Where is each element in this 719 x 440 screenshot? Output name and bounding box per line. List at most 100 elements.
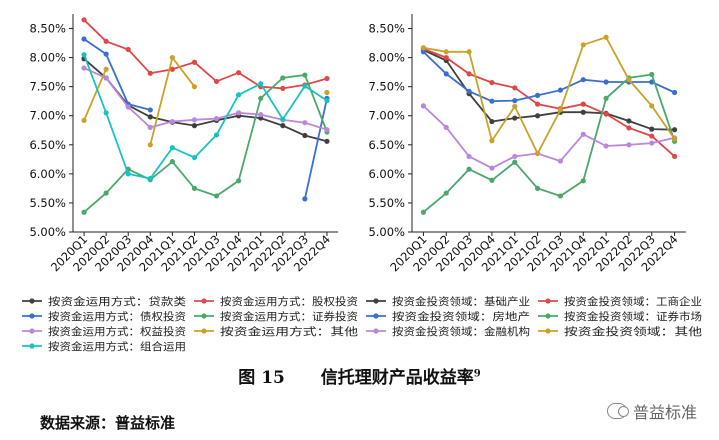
legend-swatch-marker: [29, 328, 35, 334]
watermark: 普益标准: [607, 399, 697, 423]
data-point: [580, 131, 586, 137]
data-point: [103, 190, 109, 196]
data-point: [512, 103, 518, 110]
data-point: [213, 132, 220, 138]
data-point: [443, 71, 449, 77]
data-point: [443, 55, 449, 61]
legend-swatch-marker: [373, 298, 379, 304]
data-point: [280, 116, 286, 122]
data-point: [125, 104, 131, 110]
data-point: [324, 127, 330, 133]
y-tick-label: 7.00%: [29, 109, 66, 123]
y-tick-label: 7.50%: [29, 80, 66, 94]
data-point: [649, 133, 655, 139]
figure-caption: 图 15 信托理财产品收益率9: [0, 363, 719, 388]
data-point: [103, 75, 109, 81]
caption-title: 信托理财产品收益率: [320, 368, 474, 388]
data-point: [236, 92, 242, 98]
legend-item: 按资金运用方式：贷款类: [22, 295, 187, 308]
data-point: [466, 153, 472, 160]
data-point: [443, 190, 449, 196]
legend-label: 按资金运用方式：贷款类: [48, 295, 187, 308]
legend-item: 按资金运用方式：证券投资: [194, 310, 358, 323]
data-point: [671, 89, 678, 96]
data-point: [489, 79, 495, 86]
legend-swatch-marker: [29, 343, 35, 349]
data-point: [512, 153, 518, 160]
data-point: [603, 34, 609, 40]
data-point: [302, 83, 308, 89]
data-point: [191, 117, 198, 123]
data-point: [169, 145, 175, 151]
data-point: [302, 72, 308, 78]
data-point: [81, 117, 87, 123]
data-point: [258, 95, 264, 101]
data-point: [236, 70, 242, 76]
data-point: [557, 87, 564, 93]
legend-item: 按资金投资领域：其他: [538, 325, 703, 338]
data-point: [147, 114, 153, 120]
legend-label: 按资金投资领域：证券市场: [564, 310, 702, 323]
legend-label: 按资金运用方式：债权投资: [48, 310, 186, 323]
data-point: [557, 158, 564, 164]
legend-item: 按资金投资领域：房地产: [366, 310, 530, 323]
data-point: [466, 71, 472, 77]
data-point: [280, 123, 286, 129]
caption-label: 图 15: [238, 368, 285, 388]
data-point: [489, 138, 495, 144]
data-point: [213, 116, 220, 122]
data-point: [169, 66, 175, 72]
data-point: [534, 92, 541, 98]
series-line: [83, 74, 328, 213]
data-point: [603, 79, 609, 85]
data-point: [466, 166, 472, 172]
data-point: [626, 125, 632, 131]
data-point: [324, 138, 330, 144]
data-point: [534, 185, 541, 191]
data-point: [671, 153, 678, 160]
data-point: [534, 113, 541, 119]
data-point: [580, 42, 586, 48]
watermark-text: 普益标准: [633, 403, 698, 422]
legend-label: 按资金运用方式：组合运用: [48, 340, 186, 353]
data-source-note: 数据来源：普益标准: [40, 414, 176, 432]
y-tick-label: 5.50%: [29, 196, 66, 210]
data-point: [420, 49, 427, 55]
y-tick-label: 5.00%: [368, 225, 405, 239]
data-point: [147, 124, 153, 130]
data-point: [125, 46, 131, 53]
legend-item: 按资金运用方式：债权投资: [22, 310, 186, 323]
data-point: [489, 177, 495, 183]
series-line: [422, 105, 675, 170]
series-line: [83, 19, 328, 90]
legend-label: 按资金运用方式：权益投资: [48, 325, 186, 338]
data-point: [626, 142, 632, 148]
legend-item: 按资金投资领域：基础产业: [366, 295, 530, 308]
data-point: [147, 107, 153, 113]
chart-panel-2: 5.00% 5.50% 6.00% 6.50% 7.00% 7.50% 8.00% 8.50%…: [368, 14, 686, 274]
data-point: [125, 171, 131, 177]
data-point: [103, 51, 109, 57]
data-point: [603, 111, 609, 117]
data-point: [466, 88, 472, 94]
y-tick-label: 8.00%: [368, 51, 405, 65]
data-point: [603, 95, 609, 101]
y-tick-label: 5.00%: [29, 225, 66, 239]
series-line: [83, 54, 328, 180]
data-point: [512, 159, 518, 165]
data-point: [258, 81, 264, 87]
legend-swatch-marker: [373, 328, 379, 334]
y-tick-label: 6.00%: [29, 167, 66, 181]
legend-swatch-marker: [545, 313, 551, 319]
data-point: [420, 103, 427, 109]
data-point: [649, 140, 655, 146]
series-line: [423, 48, 676, 158]
data-point: [81, 17, 87, 23]
data-point: [191, 59, 198, 65]
data-point: [443, 124, 449, 130]
y-tick-label: 7.50%: [368, 80, 405, 94]
data-point: [103, 110, 109, 116]
legend-swatch-marker: [201, 298, 207, 304]
data-point: [280, 75, 286, 81]
